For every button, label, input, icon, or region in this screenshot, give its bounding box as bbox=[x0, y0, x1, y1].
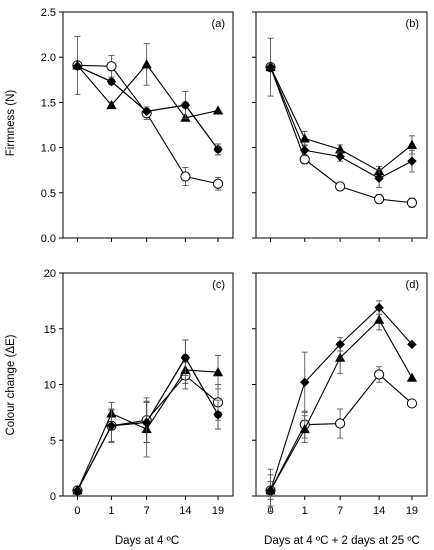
series-line bbox=[77, 64, 219, 185]
x-tick-label: 0 bbox=[74, 505, 80, 517]
y-tick-label: 2.5 bbox=[41, 7, 56, 19]
panel-label: (d) bbox=[406, 279, 419, 291]
panel-a: 0.0 0.5 1.0 1.5 2.0 2.5 (a) bbox=[41, 7, 234, 245]
ylabel-colour-change: Colour change (ΔE) bbox=[5, 334, 17, 435]
panel-label: (b) bbox=[406, 18, 419, 30]
x-tick-label: 19 bbox=[212, 505, 224, 517]
data-point bbox=[265, 485, 276, 496]
data-point bbox=[141, 417, 152, 428]
data-point bbox=[106, 421, 117, 431]
xlabel-right: Days at 4 ºC + 2 days at 25 ºC bbox=[264, 535, 420, 547]
x-tick-label: 1 bbox=[108, 505, 114, 517]
panel-label: (a) bbox=[212, 18, 225, 30]
y-tick-label: 1.5 bbox=[41, 97, 56, 109]
series-diamond-filled bbox=[265, 62, 417, 188]
data-point bbox=[406, 372, 418, 382]
panels: 0.0 0.5 1.0 1.5 2.0 2.5 (a) (b) 0 5 10 15 20 0 1 7 14 19 (… bbox=[41, 7, 428, 517]
panel-b: (b) bbox=[252, 11, 428, 242]
data-point bbox=[180, 171, 191, 182]
data-point bbox=[180, 100, 191, 110]
y-tick-label: 1.0 bbox=[41, 143, 56, 155]
y-tick-label: 10 bbox=[44, 380, 56, 392]
data-point bbox=[335, 418, 346, 429]
ylabel-firmness: Firmness (N) bbox=[5, 90, 17, 157]
panel-label: (c) bbox=[212, 279, 225, 291]
y-tick-label: 20 bbox=[44, 268, 56, 280]
series-circle-open bbox=[265, 366, 418, 507]
x-tick-label: 7 bbox=[337, 505, 343, 517]
y-tick-label: 2.0 bbox=[41, 52, 56, 64]
y-tick-label: 0.0 bbox=[41, 233, 56, 245]
y-tick-label: 15 bbox=[44, 324, 56, 336]
x-tick-label: 14 bbox=[373, 505, 385, 517]
data-point bbox=[213, 144, 223, 155]
data-point bbox=[180, 353, 191, 363]
plot-frame bbox=[62, 11, 234, 239]
data-point bbox=[299, 133, 310, 143]
data-point bbox=[141, 106, 152, 117]
data-point bbox=[106, 61, 117, 72]
data-point bbox=[374, 173, 384, 184]
series-diamond-filled bbox=[72, 339, 223, 496]
data-point bbox=[335, 352, 346, 362]
data-point bbox=[407, 339, 417, 350]
data-point bbox=[406, 139, 418, 149]
data-point bbox=[406, 398, 418, 409]
data-point bbox=[213, 409, 223, 420]
x-tick-label: 1 bbox=[302, 505, 308, 517]
x-tick-label: 7 bbox=[144, 505, 150, 517]
series-line bbox=[270, 373, 413, 491]
data-point bbox=[300, 145, 310, 156]
data-point bbox=[335, 151, 345, 162]
data-point bbox=[407, 156, 417, 166]
data-point bbox=[374, 194, 385, 205]
series-diamond-filled bbox=[265, 300, 417, 513]
data-point bbox=[299, 423, 310, 434]
data-point bbox=[406, 197, 418, 208]
data-point bbox=[265, 62, 276, 72]
data-point bbox=[335, 181, 346, 192]
series-triangle-filled bbox=[265, 309, 418, 500]
series-triangle-filled bbox=[265, 61, 418, 177]
data-point bbox=[141, 59, 152, 69]
data-point bbox=[72, 61, 83, 71]
data-point bbox=[374, 302, 384, 313]
x-tick-label: 14 bbox=[179, 505, 191, 517]
data-point bbox=[106, 99, 117, 110]
y-tick-label: 5 bbox=[50, 435, 56, 447]
data-point bbox=[374, 314, 385, 324]
xlabel-left: Days at 4 ºC bbox=[115, 535, 179, 547]
y-tick-label: 0.5 bbox=[41, 188, 56, 200]
data-point bbox=[212, 178, 224, 189]
data-point bbox=[212, 367, 224, 377]
plot-frame bbox=[62, 272, 234, 497]
data-point bbox=[300, 377, 310, 387]
series-line bbox=[270, 306, 413, 491]
plot-frame bbox=[255, 272, 428, 497]
series-circle-open bbox=[265, 37, 418, 208]
data-point bbox=[72, 485, 83, 496]
data-point bbox=[212, 105, 224, 115]
panel-c: 0 5 10 15 20 0 1 7 14 19 (c) bbox=[44, 268, 234, 517]
series-diamond-filled bbox=[72, 61, 223, 156]
x-tick-label: 19 bbox=[406, 505, 418, 517]
data-point bbox=[374, 369, 385, 380]
data-point bbox=[335, 339, 345, 350]
y-tick-label: 0 bbox=[50, 491, 56, 503]
plot-frame bbox=[255, 11, 428, 239]
data-point bbox=[106, 76, 117, 87]
